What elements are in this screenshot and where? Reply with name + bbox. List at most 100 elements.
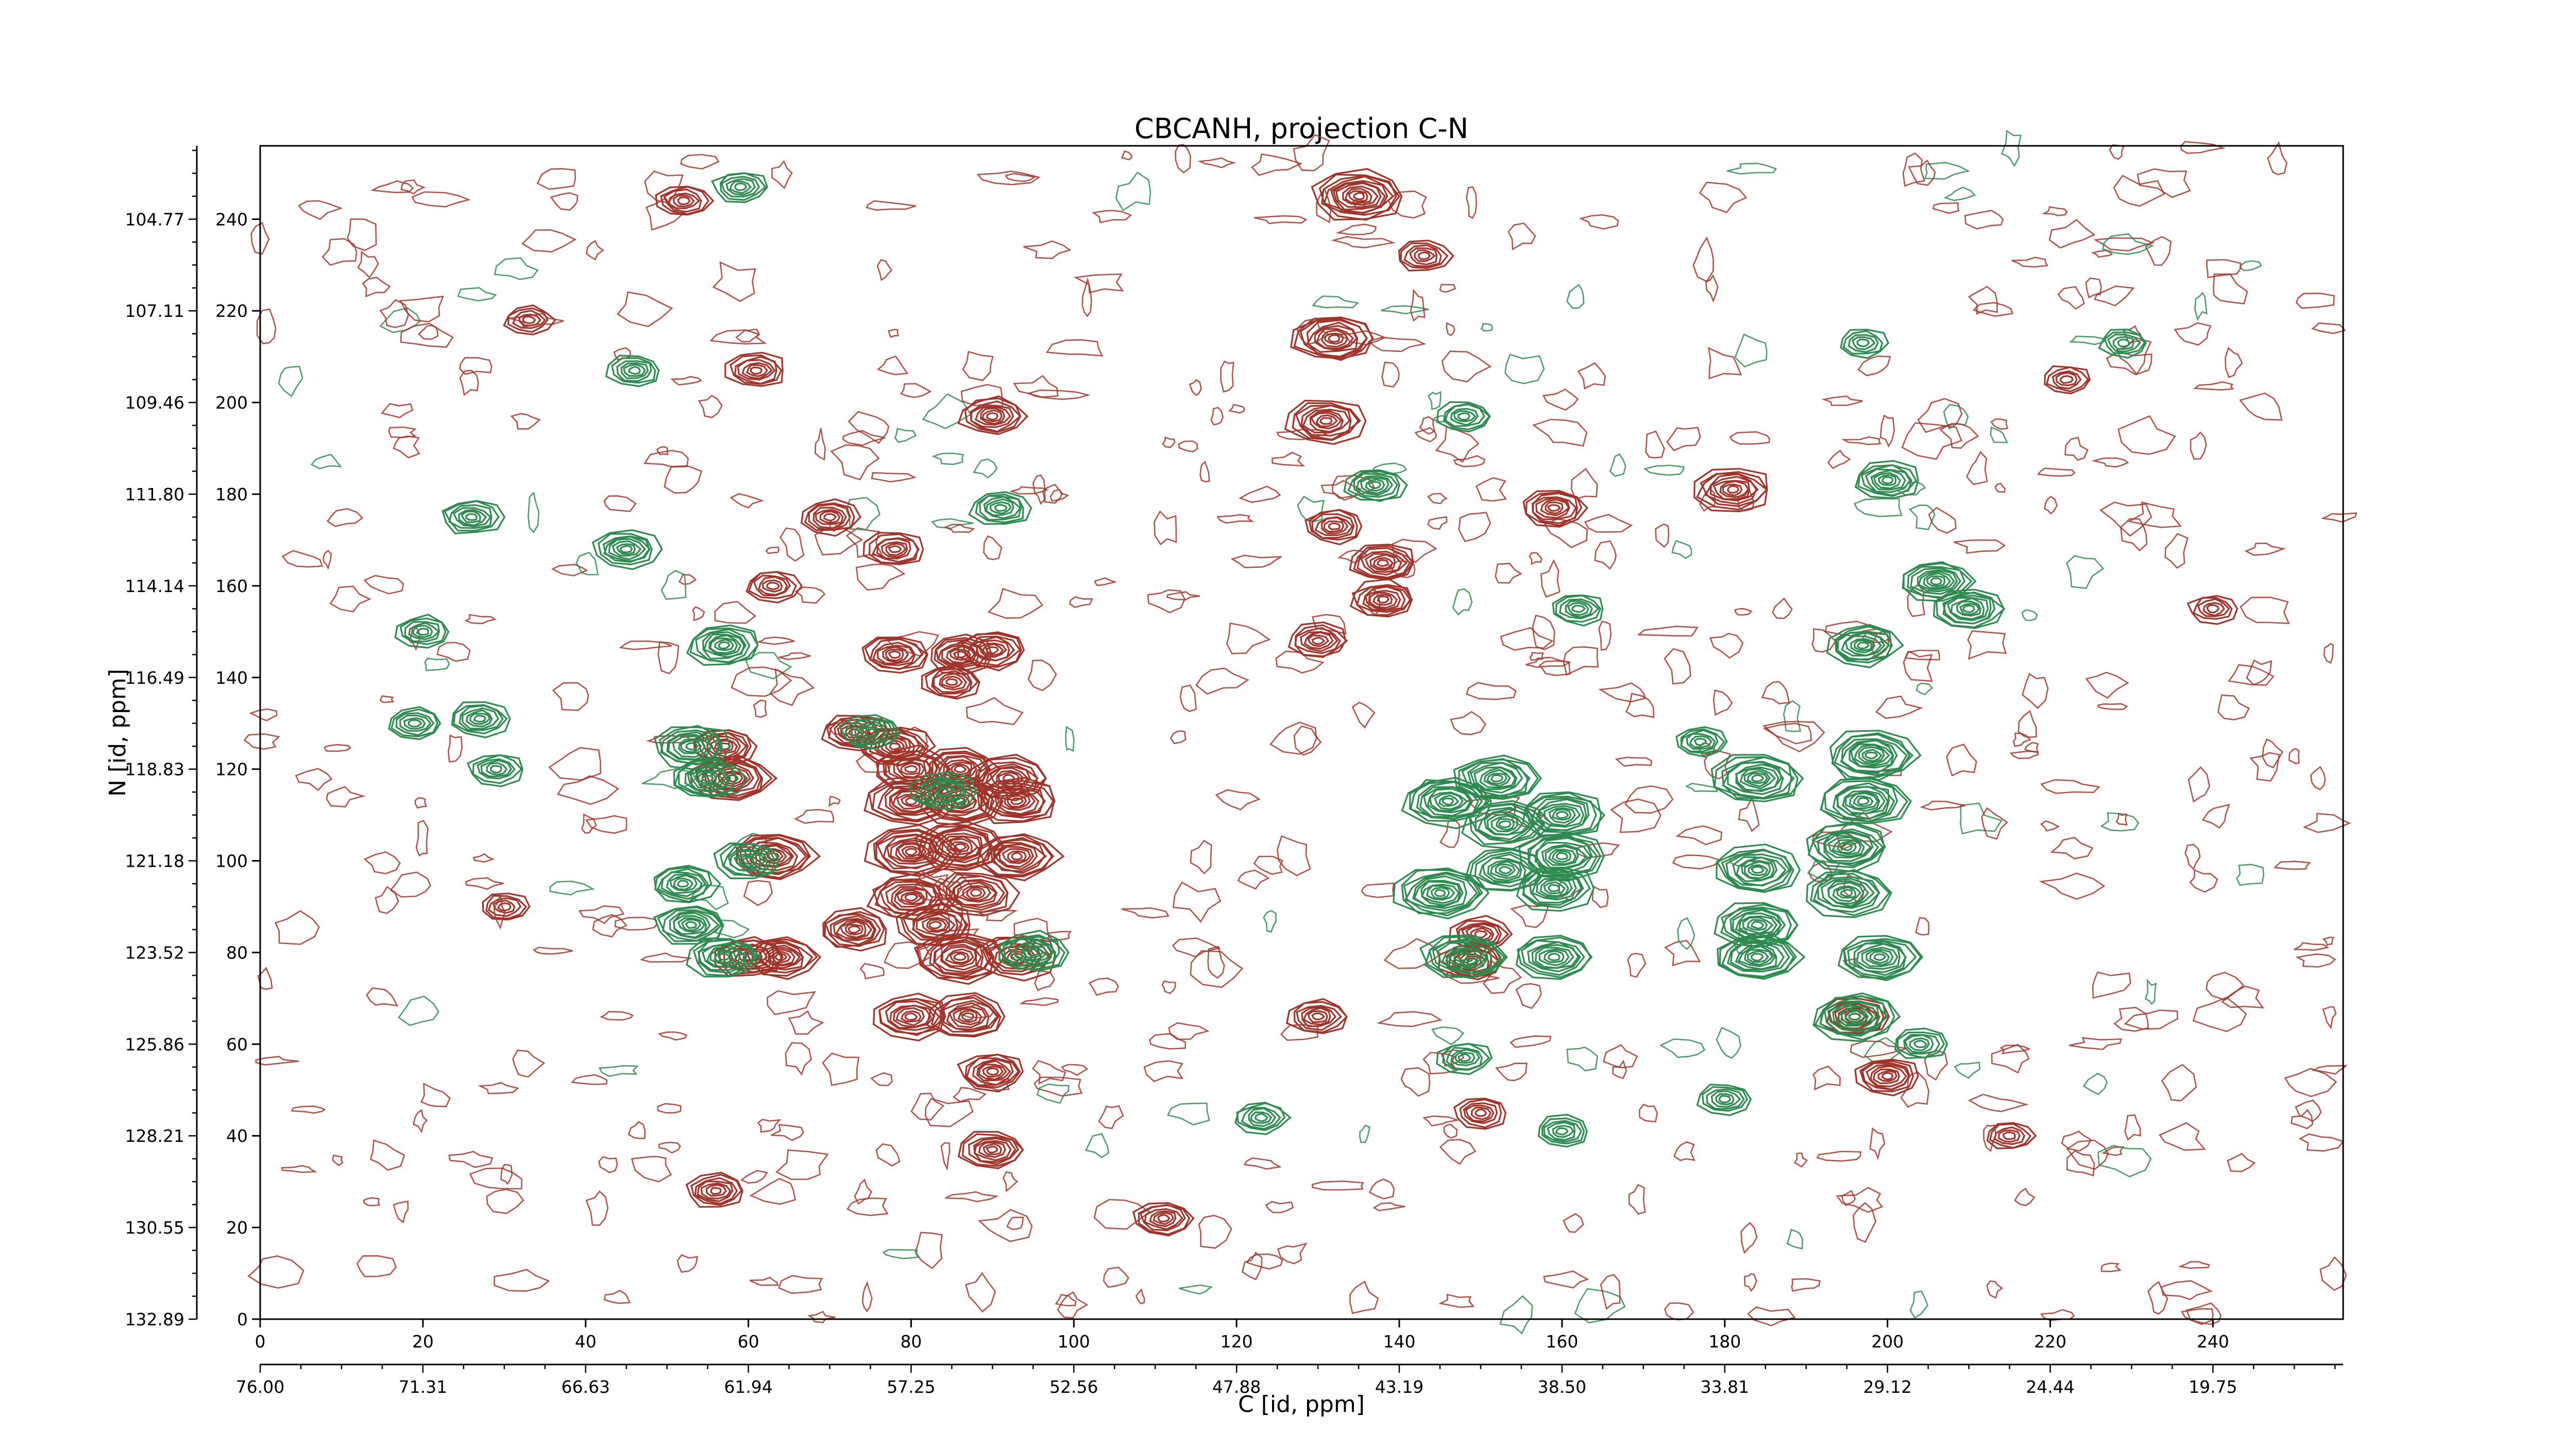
noise-contour (1190, 839, 1212, 874)
noise-contour (1538, 660, 1571, 677)
noise-contour (680, 154, 720, 170)
noise-contour (1504, 353, 1545, 384)
noise-contour (2193, 381, 2234, 391)
y-tick-label: 80 (226, 942, 248, 963)
noise-contour (1655, 523, 1670, 548)
noise-contour (1628, 1184, 1646, 1215)
peak-contour (862, 532, 924, 565)
noise-contour (363, 1197, 380, 1207)
noise-contour (363, 575, 404, 595)
noise-contour (756, 636, 795, 645)
noise-contour (2085, 671, 2129, 699)
noise-contour (2120, 518, 2148, 552)
noise-contour (2267, 141, 2287, 175)
noise-contour (1450, 711, 1486, 735)
noise-contour (2113, 175, 2165, 207)
noise-contour (1179, 1284, 1213, 1295)
noise-contour (1875, 695, 1923, 719)
noise-contour (1351, 701, 1376, 729)
y-ppm-tick-label: 111.80 (125, 484, 184, 504)
noise-contour (2322, 1006, 2337, 1030)
noise-contour (1495, 1063, 1528, 1082)
noise-contour (2188, 766, 2211, 803)
noise-contour (1677, 917, 1696, 950)
noise-contour (914, 1232, 943, 1270)
noise-contour (2100, 1262, 2122, 1272)
noise-contour (1953, 1062, 1980, 1079)
noise-contour (1591, 885, 1609, 908)
noise-contour (1600, 1274, 1621, 1310)
peak-contour (1464, 848, 1547, 892)
noise-contour (1986, 1280, 2004, 1299)
noise-contour (745, 652, 792, 680)
noise-contour (2262, 738, 2284, 769)
noise-contour (1297, 495, 1325, 523)
noise-contour (295, 768, 333, 791)
noise-contour (1121, 150, 1133, 161)
peak-contour (394, 613, 450, 649)
noise-contour (641, 768, 696, 789)
noise-contour (1540, 559, 1561, 598)
noise-contour (2295, 1100, 2322, 1122)
noise-contour (363, 851, 401, 874)
noise-contour (1372, 1202, 1405, 1211)
noise-contour (2012, 732, 2031, 747)
noise-contour (2227, 664, 2275, 686)
noise-contour (1147, 589, 1185, 614)
y-ppm-tick-label: 121.18 (125, 851, 184, 871)
x-index-axis: 0 20 40 60 80 100 120 140 160 180 200 220 240 (255, 1319, 2229, 1352)
noise-contour (1928, 507, 1957, 534)
noise-contour (1443, 1123, 1458, 1139)
noise-contour (855, 563, 906, 591)
peak-contour (957, 1053, 1024, 1093)
noise-contour (876, 259, 893, 281)
noise-contour (1664, 1302, 1694, 1321)
noise-contour (1507, 222, 1536, 250)
noise-contour (278, 365, 303, 397)
noise-contour (619, 640, 672, 650)
noise-contour (521, 229, 577, 252)
noise-contour (1743, 1273, 1757, 1292)
noise-contour (1959, 802, 2003, 835)
peak-contour (1393, 867, 1490, 920)
noise-contour (1207, 946, 1225, 979)
peak-contour (745, 571, 803, 603)
noise-contour (910, 1092, 945, 1121)
noise-contour (1659, 1038, 1706, 1058)
noise-contour (1458, 511, 1492, 543)
noise-contour (510, 413, 541, 430)
noise-contour (2022, 672, 2049, 709)
noise-contour (753, 699, 767, 718)
noise-contour (1841, 436, 1882, 445)
noise-contour (575, 551, 599, 576)
noise-contour (1381, 305, 1429, 315)
noise-contour (771, 1124, 804, 1141)
noise-contour (1645, 430, 1665, 459)
peak-contour (861, 636, 929, 674)
noise-contour (2127, 501, 2182, 528)
noise-contour (448, 1151, 494, 1168)
noise-contour (1827, 449, 1851, 469)
peak-contour (1696, 1084, 1752, 1116)
noise-contour (1946, 744, 1977, 777)
noise-contour (771, 160, 793, 190)
noise-contour (1441, 350, 1492, 383)
noise-contour (321, 238, 358, 266)
peak-contour (1710, 754, 1804, 802)
peak-contour (653, 865, 722, 903)
peak-contour (921, 665, 980, 700)
noise-contour (1376, 1011, 1443, 1027)
noise-contour (1637, 626, 1699, 637)
noise-contour (2144, 979, 2157, 1005)
noise-contour (1293, 725, 1322, 756)
noise-contour (1162, 436, 1176, 448)
noise-contour (2274, 861, 2311, 870)
noise-contour (603, 1290, 631, 1304)
peak-contour (1826, 624, 1904, 668)
noise-contour (1251, 153, 1303, 176)
noise-contour (1705, 274, 1719, 303)
noise-contour (1726, 162, 1777, 175)
peak-contour (1461, 800, 1553, 850)
noise-contour (1197, 157, 1236, 169)
noise-contour (1675, 825, 1723, 846)
